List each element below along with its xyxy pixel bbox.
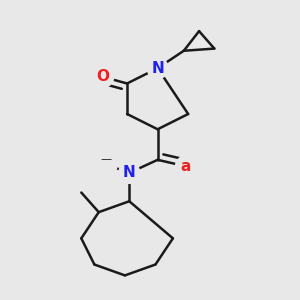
Circle shape bbox=[176, 156, 197, 177]
Text: N: N bbox=[151, 61, 164, 76]
Circle shape bbox=[147, 58, 168, 79]
Text: N: N bbox=[123, 165, 136, 180]
Text: O: O bbox=[97, 69, 110, 84]
Text: —: — bbox=[101, 154, 112, 164]
Circle shape bbox=[93, 67, 114, 87]
Text: a: a bbox=[181, 159, 191, 174]
Circle shape bbox=[119, 162, 140, 183]
Circle shape bbox=[93, 152, 117, 176]
